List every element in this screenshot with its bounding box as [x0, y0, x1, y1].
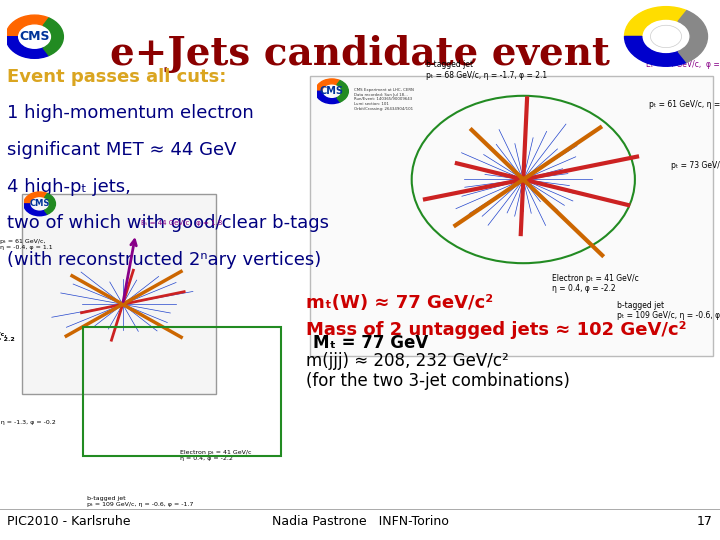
Text: Mass of 2 untagged jets ≈ 102 GeV/c²: Mass of 2 untagged jets ≈ 102 GeV/c² [306, 321, 686, 339]
Text: (for the two 3-jet combinations): (for the two 3-jet combinations) [306, 372, 570, 389]
Text: significant MET ≈ 44 GeV: significant MET ≈ 44 GeV [7, 141, 237, 159]
Text: CMS: CMS [19, 30, 50, 43]
Wedge shape [24, 192, 48, 204]
Wedge shape [24, 204, 48, 215]
Wedge shape [624, 36, 687, 66]
Text: e+Jets candidate event: e+Jets candidate event [110, 35, 610, 73]
Wedge shape [45, 193, 55, 214]
Text: CMS Experiment at LHC, CERN
Data recorded: Sun Jul 18...
Run/Event: 140365/90009: CMS Experiment at LHC, CERN Data recorde… [354, 88, 413, 111]
Text: 17: 17 [697, 515, 713, 528]
Text: b-tagged jet
pₜ = 109 GeV/c, η = -0.6, φ = -1.7: b-tagged jet pₜ = 109 GeV/c, η = -0.6, φ… [86, 496, 193, 507]
Text: b-tagged jet
pₜ = 68 GeV/c,
η = -1.7, φ = 2.2: b-tagged jet pₜ = 68 GeV/c, η = -1.7, φ … [0, 326, 15, 342]
FancyBboxPatch shape [310, 76, 713, 356]
Text: Electron pₜ = 41 GeV/c
η = 0.4, φ = -2.2: Electron pₜ = 41 GeV/c η = 0.4, φ = -2.2 [180, 450, 252, 461]
Text: CMS: CMS [320, 86, 344, 96]
Text: Event passes all cuts:: Event passes all cuts: [7, 68, 227, 85]
Text: pₜ = 61 GeV/c, η = -0.4, φ = 1.1: pₜ = 61 GeV/c, η = -0.4, φ = 1.1 [649, 100, 720, 109]
Text: m(jjj) ≈ 208, 232 GeV/c²: m(jjj) ≈ 208, 232 GeV/c² [306, 352, 509, 370]
Text: b-tagged jet
pₜ = 68 GeV/c, η = -1.7, φ = 2.1: b-tagged jet pₜ = 68 GeV/c, η = -1.7, φ … [426, 60, 547, 79]
Wedge shape [337, 80, 348, 102]
Wedge shape [678, 11, 708, 62]
Text: (with reconstructed 2ⁿary vertices): (with reconstructed 2ⁿary vertices) [7, 251, 321, 269]
Circle shape [650, 25, 682, 48]
Wedge shape [6, 37, 49, 58]
Wedge shape [43, 18, 63, 56]
Text: b-tagged jet
pₜ = 109 GeV/c, η = -0.6, φ = -1.7: b-tagged jet pₜ = 109 GeV/c, η = -0.6, φ… [617, 301, 720, 320]
Text: Electron pₜ = 41 GeV/c
η = 0.4, φ = -2.2: Electron pₜ = 41 GeV/c η = 0.4, φ = -2.2 [552, 274, 639, 293]
Text: mₜ(W) ≈ 77 GeV/c²: mₜ(W) ≈ 77 GeV/c² [306, 294, 493, 312]
Text: pₜ = 61 GeV/c,
η = -0.4, φ = 1.1: pₜ = 61 GeV/c, η = -0.4, φ = 1.1 [0, 240, 53, 251]
Text: two of which with good/clear b-tags: two of which with good/clear b-tags [7, 214, 329, 232]
Text: Eₜ = 44 GeV/c,  φ = 1.8: Eₜ = 44 GeV/c, φ = 1.8 [646, 60, 720, 69]
Text: pₜ = 73 GeV/c, η = -1.3, φ = -0.2: pₜ = 73 GeV/c, η = -1.3, φ = -0.2 [0, 420, 56, 426]
Wedge shape [315, 79, 340, 91]
Wedge shape [624, 6, 687, 36]
Text: Eₜ = 44 GeV/c,  φ = 1.8: Eₜ = 44 GeV/c, φ = 1.8 [140, 220, 222, 226]
Text: CMS: CMS [30, 199, 50, 208]
Text: PIC2010 - Karlsruhe: PIC2010 - Karlsruhe [7, 515, 131, 528]
Text: 1 high-momentum electron: 1 high-momentum electron [7, 104, 254, 122]
Text: Nadia Pastrone   INFN-Torino: Nadia Pastrone INFN-Torino [271, 515, 449, 528]
Text: 4 high-pₜ jets,: 4 high-pₜ jets, [7, 178, 131, 195]
Text: Mₜ = 77 GeV: Mₜ = 77 GeV [313, 334, 428, 352]
Wedge shape [6, 15, 49, 37]
Wedge shape [315, 91, 340, 104]
Text: pₜ = 73 GeV/c, η = -1.3, φ = -0.1: pₜ = 73 GeV/c, η = -1.3, φ = -0.1 [671, 161, 720, 171]
FancyBboxPatch shape [22, 194, 216, 394]
